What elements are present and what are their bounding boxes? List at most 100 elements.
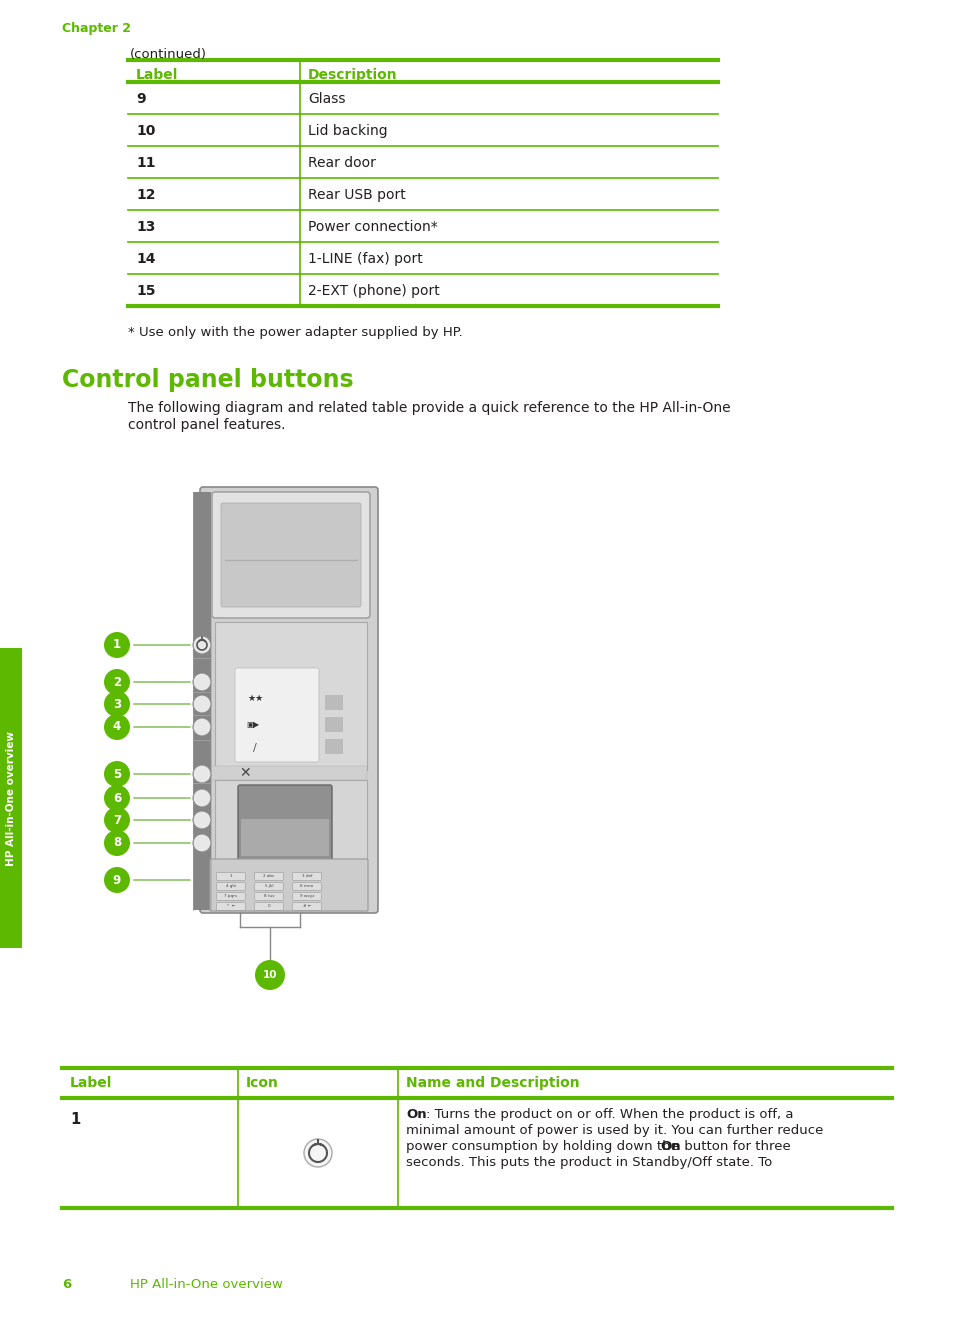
FancyBboxPatch shape (237, 785, 332, 863)
Text: 7 pqrs: 7 pqrs (224, 894, 237, 898)
Text: 2 abc: 2 abc (263, 875, 274, 878)
Text: On: On (406, 1108, 426, 1122)
Text: 9: 9 (112, 873, 121, 886)
Text: Label: Label (70, 1077, 112, 1090)
Text: 9: 9 (136, 92, 146, 106)
Text: Power connection*: Power connection* (308, 221, 437, 234)
Circle shape (104, 867, 130, 893)
Text: control panel features.: control panel features. (128, 417, 285, 432)
Text: ★★: ★★ (247, 694, 263, 703)
Text: button for three: button for three (679, 1140, 790, 1153)
Circle shape (193, 789, 211, 807)
Text: 11: 11 (136, 156, 155, 170)
Text: 8 tuv: 8 tuv (263, 894, 274, 898)
Text: Label: Label (136, 67, 178, 82)
Text: 3 def: 3 def (301, 875, 312, 878)
Circle shape (193, 695, 211, 713)
Text: *  ←: * ← (227, 904, 234, 908)
Bar (325, 717, 343, 732)
Text: Name and Description: Name and Description (406, 1077, 579, 1090)
Text: Chapter 2: Chapter 2 (62, 22, 131, 34)
Text: ▣▶: ▣▶ (246, 720, 259, 729)
Text: 1-LINE (fax) port: 1-LINE (fax) port (308, 252, 422, 266)
Text: 5 jkl: 5 jkl (265, 884, 273, 888)
Text: 1: 1 (70, 1112, 80, 1127)
FancyBboxPatch shape (293, 902, 321, 910)
FancyBboxPatch shape (254, 902, 283, 910)
Text: 10: 10 (136, 124, 155, 137)
Text: On: On (659, 1140, 679, 1153)
FancyBboxPatch shape (234, 668, 318, 762)
FancyBboxPatch shape (216, 902, 245, 910)
Text: 4 ghi: 4 ghi (226, 884, 235, 888)
Text: power consumption by holding down the: power consumption by holding down the (406, 1140, 682, 1153)
Circle shape (193, 811, 211, 830)
Text: 2-EXT (phone) port: 2-EXT (phone) port (308, 284, 439, 299)
Text: 6 mno: 6 mno (300, 884, 314, 888)
FancyBboxPatch shape (254, 882, 283, 890)
FancyBboxPatch shape (216, 893, 245, 901)
Bar (0, 649, 22, 948)
Bar (211, 766, 367, 779)
Text: Icon: Icon (246, 1077, 278, 1090)
Text: : Turns the product on or off. When the product is off, a: : Turns the product on or off. When the … (426, 1108, 793, 1122)
Text: 6: 6 (112, 791, 121, 804)
Bar (325, 695, 343, 709)
FancyBboxPatch shape (210, 859, 368, 911)
FancyBboxPatch shape (214, 779, 367, 871)
Circle shape (104, 761, 130, 787)
Circle shape (104, 785, 130, 811)
Text: HP All-in-One overview: HP All-in-One overview (130, 1277, 283, 1291)
Circle shape (104, 807, 130, 834)
Text: 6: 6 (62, 1277, 71, 1291)
Text: Rear door: Rear door (308, 156, 375, 170)
Text: Description: Description (308, 67, 397, 82)
Text: seconds. This puts the product in Standby/Off state. To: seconds. This puts the product in Standb… (406, 1156, 771, 1169)
Text: (continued): (continued) (130, 48, 207, 61)
Text: Lid backing: Lid backing (308, 124, 387, 137)
Text: /: / (253, 742, 256, 753)
Circle shape (193, 765, 211, 783)
Text: * Use only with the power adapter supplied by HP.: * Use only with the power adapter suppli… (128, 326, 462, 339)
FancyBboxPatch shape (200, 487, 377, 913)
Text: minimal amount of power is used by it. You can further reduce: minimal amount of power is used by it. Y… (406, 1124, 822, 1137)
Text: ✕: ✕ (239, 766, 251, 779)
Text: 3: 3 (112, 697, 121, 711)
Circle shape (104, 713, 130, 740)
FancyBboxPatch shape (254, 893, 283, 901)
Text: 13: 13 (136, 221, 155, 234)
Text: The following diagram and related table provide a quick reference to the HP All-: The following diagram and related table … (128, 402, 730, 415)
Text: 8: 8 (112, 836, 121, 849)
FancyBboxPatch shape (254, 873, 283, 880)
Text: Control panel buttons: Control panel buttons (62, 369, 354, 392)
FancyBboxPatch shape (221, 503, 360, 608)
Bar (193, 491, 211, 910)
Circle shape (254, 960, 285, 989)
FancyBboxPatch shape (216, 882, 245, 890)
Circle shape (104, 631, 130, 658)
Circle shape (193, 719, 211, 736)
Circle shape (193, 834, 211, 852)
Text: 4: 4 (112, 720, 121, 733)
Text: 10: 10 (262, 970, 277, 980)
Text: 2: 2 (112, 675, 121, 688)
Text: 14: 14 (136, 252, 155, 266)
Text: HP All-in-One overview: HP All-in-One overview (6, 731, 16, 865)
FancyBboxPatch shape (293, 882, 321, 890)
FancyBboxPatch shape (214, 622, 367, 770)
Text: 5: 5 (112, 768, 121, 781)
Circle shape (104, 668, 130, 695)
FancyBboxPatch shape (293, 873, 321, 880)
FancyBboxPatch shape (212, 491, 370, 618)
Text: # ←: # ← (302, 904, 311, 908)
Text: Rear USB port: Rear USB port (308, 188, 405, 202)
Text: 15: 15 (136, 284, 155, 299)
Bar (325, 738, 343, 754)
Circle shape (304, 1139, 332, 1166)
Circle shape (104, 830, 130, 856)
Circle shape (193, 635, 211, 654)
Text: 9 wxyz: 9 wxyz (299, 894, 314, 898)
Text: 0: 0 (268, 904, 270, 908)
Circle shape (193, 672, 211, 691)
Text: 1: 1 (230, 875, 232, 878)
